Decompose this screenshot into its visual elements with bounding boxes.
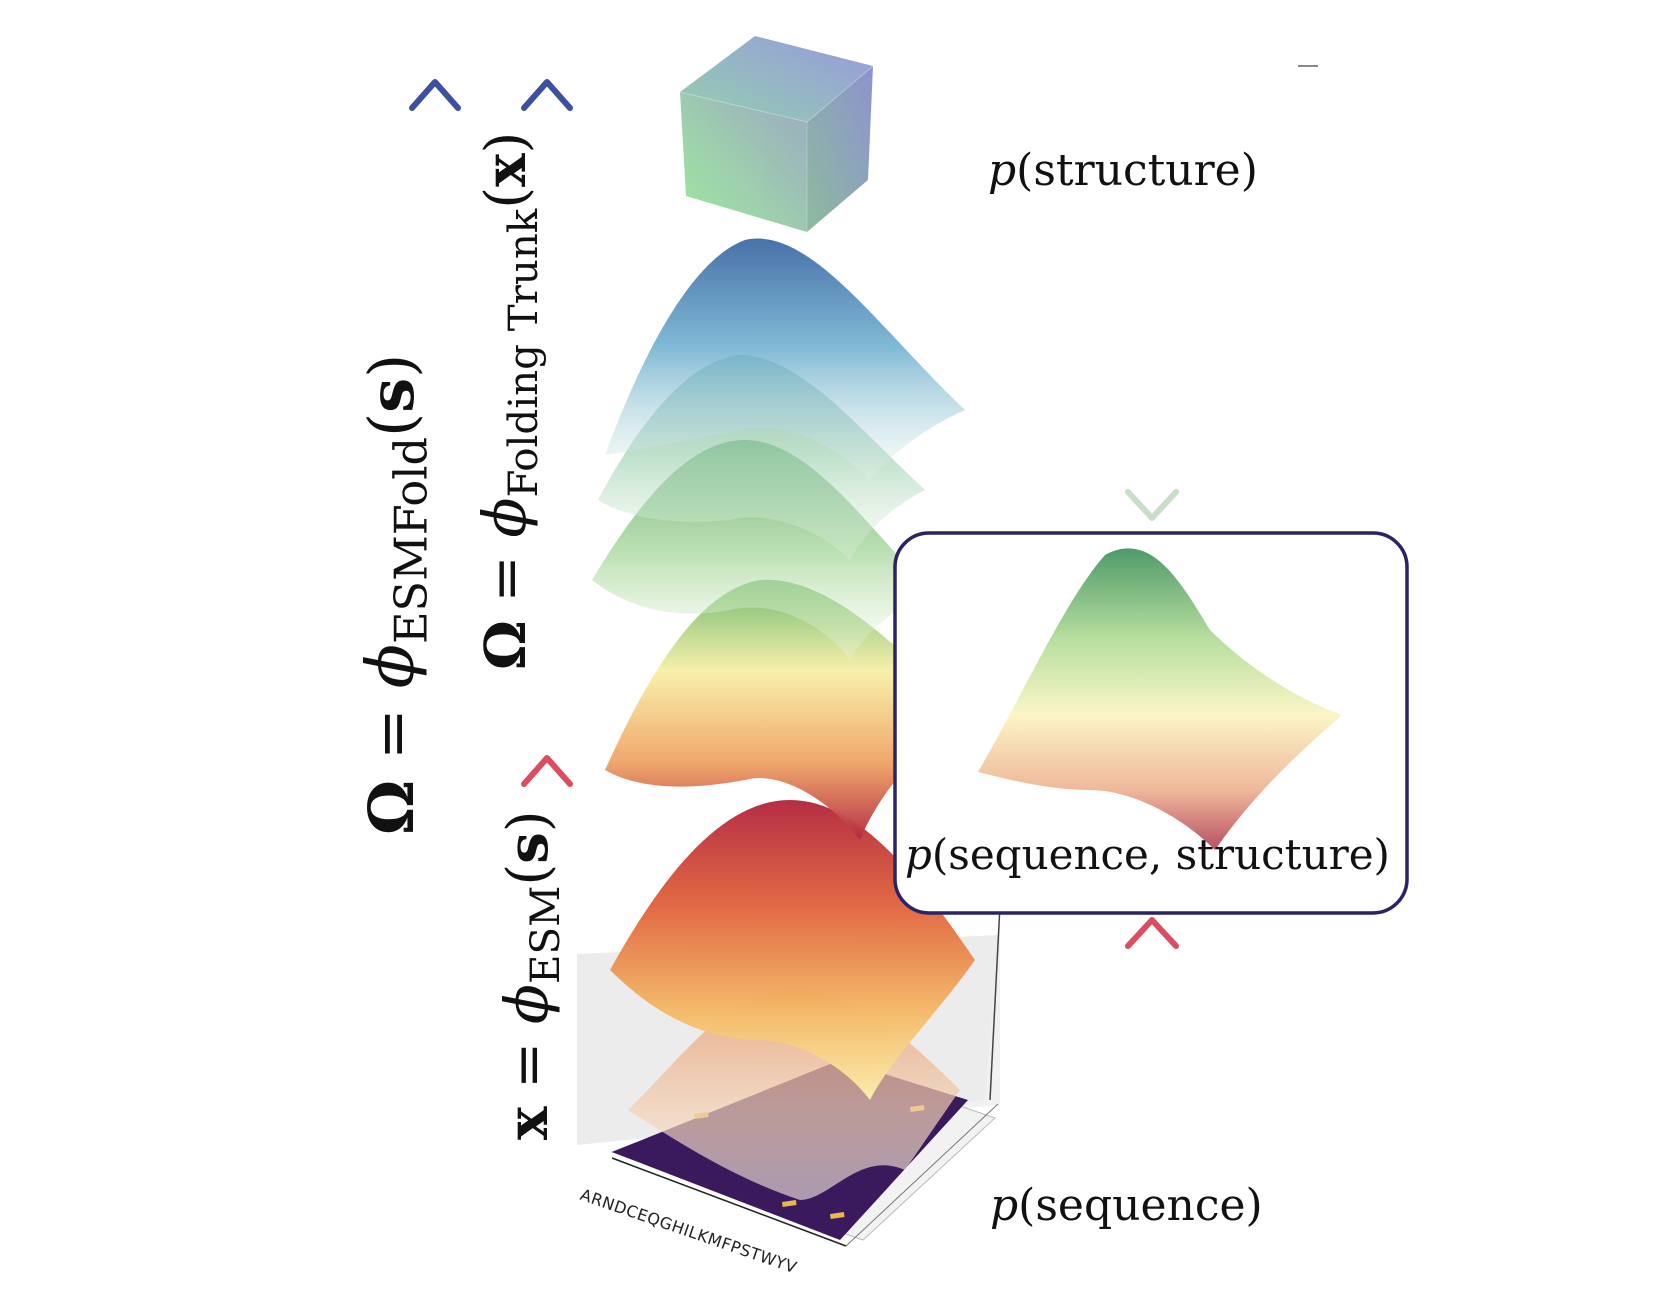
arrow-sequence-up <box>1125 917 1179 1174</box>
label-p-sequence: p(sequence) <box>990 1180 1263 1231</box>
label-omega-folding-trunk: Ω = ϕFolding Trunk(x) <box>470 131 548 670</box>
structure-cube <box>679 36 874 232</box>
surface-joint <box>978 548 1342 850</box>
arrow-esm <box>521 755 573 1164</box>
arrow-structure-down <box>1125 212 1179 521</box>
label-x-esm: x = ϕESM(s) <box>492 810 570 1140</box>
arrow-folding-trunk <box>521 79 573 564</box>
surface-red-lower <box>610 800 975 1100</box>
arrow-esmfold <box>409 79 461 1164</box>
label-omega-esmfold: Ω = ϕESMFold(s) <box>354 353 438 835</box>
surface-mixed <box>605 579 968 840</box>
label-p-structure: p(structure) <box>988 145 1258 196</box>
surface-blue-top <box>605 238 965 480</box>
label-p-joint: p(sequence, structure) <box>905 830 1390 879</box>
